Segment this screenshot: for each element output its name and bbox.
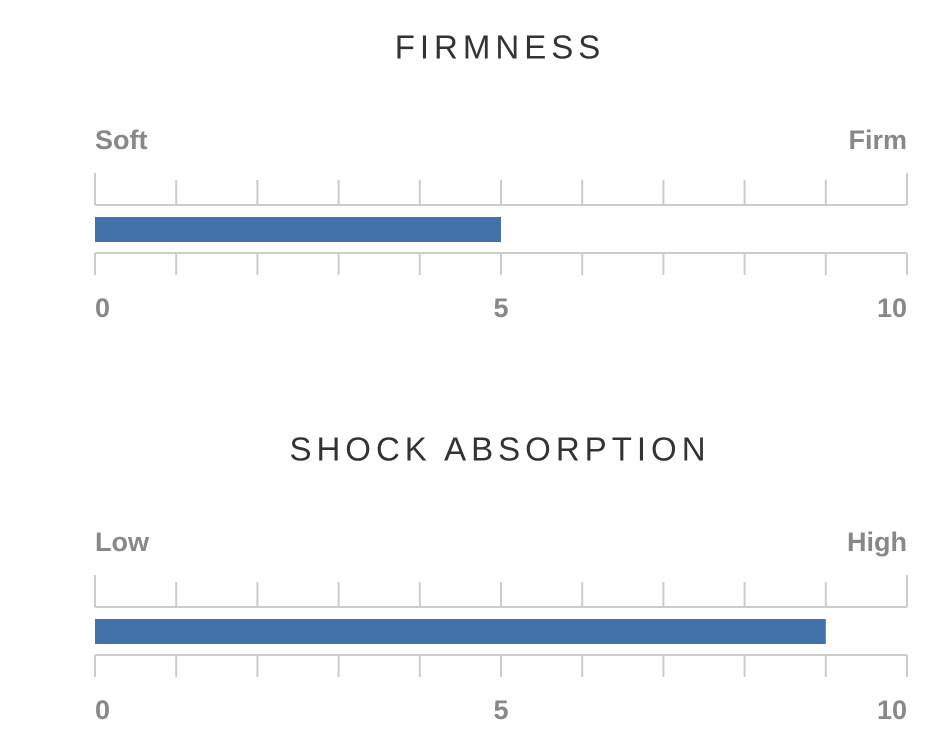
right-label: Firm	[848, 125, 907, 155]
tick-label: 10	[877, 293, 907, 323]
bar	[95, 217, 501, 242]
tick-label: 10	[877, 695, 907, 725]
gauge-title: SHOCK ABSORPTION	[289, 431, 710, 468]
tick-label: 0	[95, 293, 110, 323]
left-label: Low	[95, 527, 150, 557]
tick-label: 5	[493, 293, 508, 323]
tick-label: 5	[493, 695, 508, 725]
gauge-title: FIRMNESS	[395, 29, 606, 66]
left-label: Soft	[95, 125, 147, 155]
bar	[95, 619, 826, 644]
right-label: High	[847, 527, 907, 557]
tick-label: 0	[95, 695, 110, 725]
